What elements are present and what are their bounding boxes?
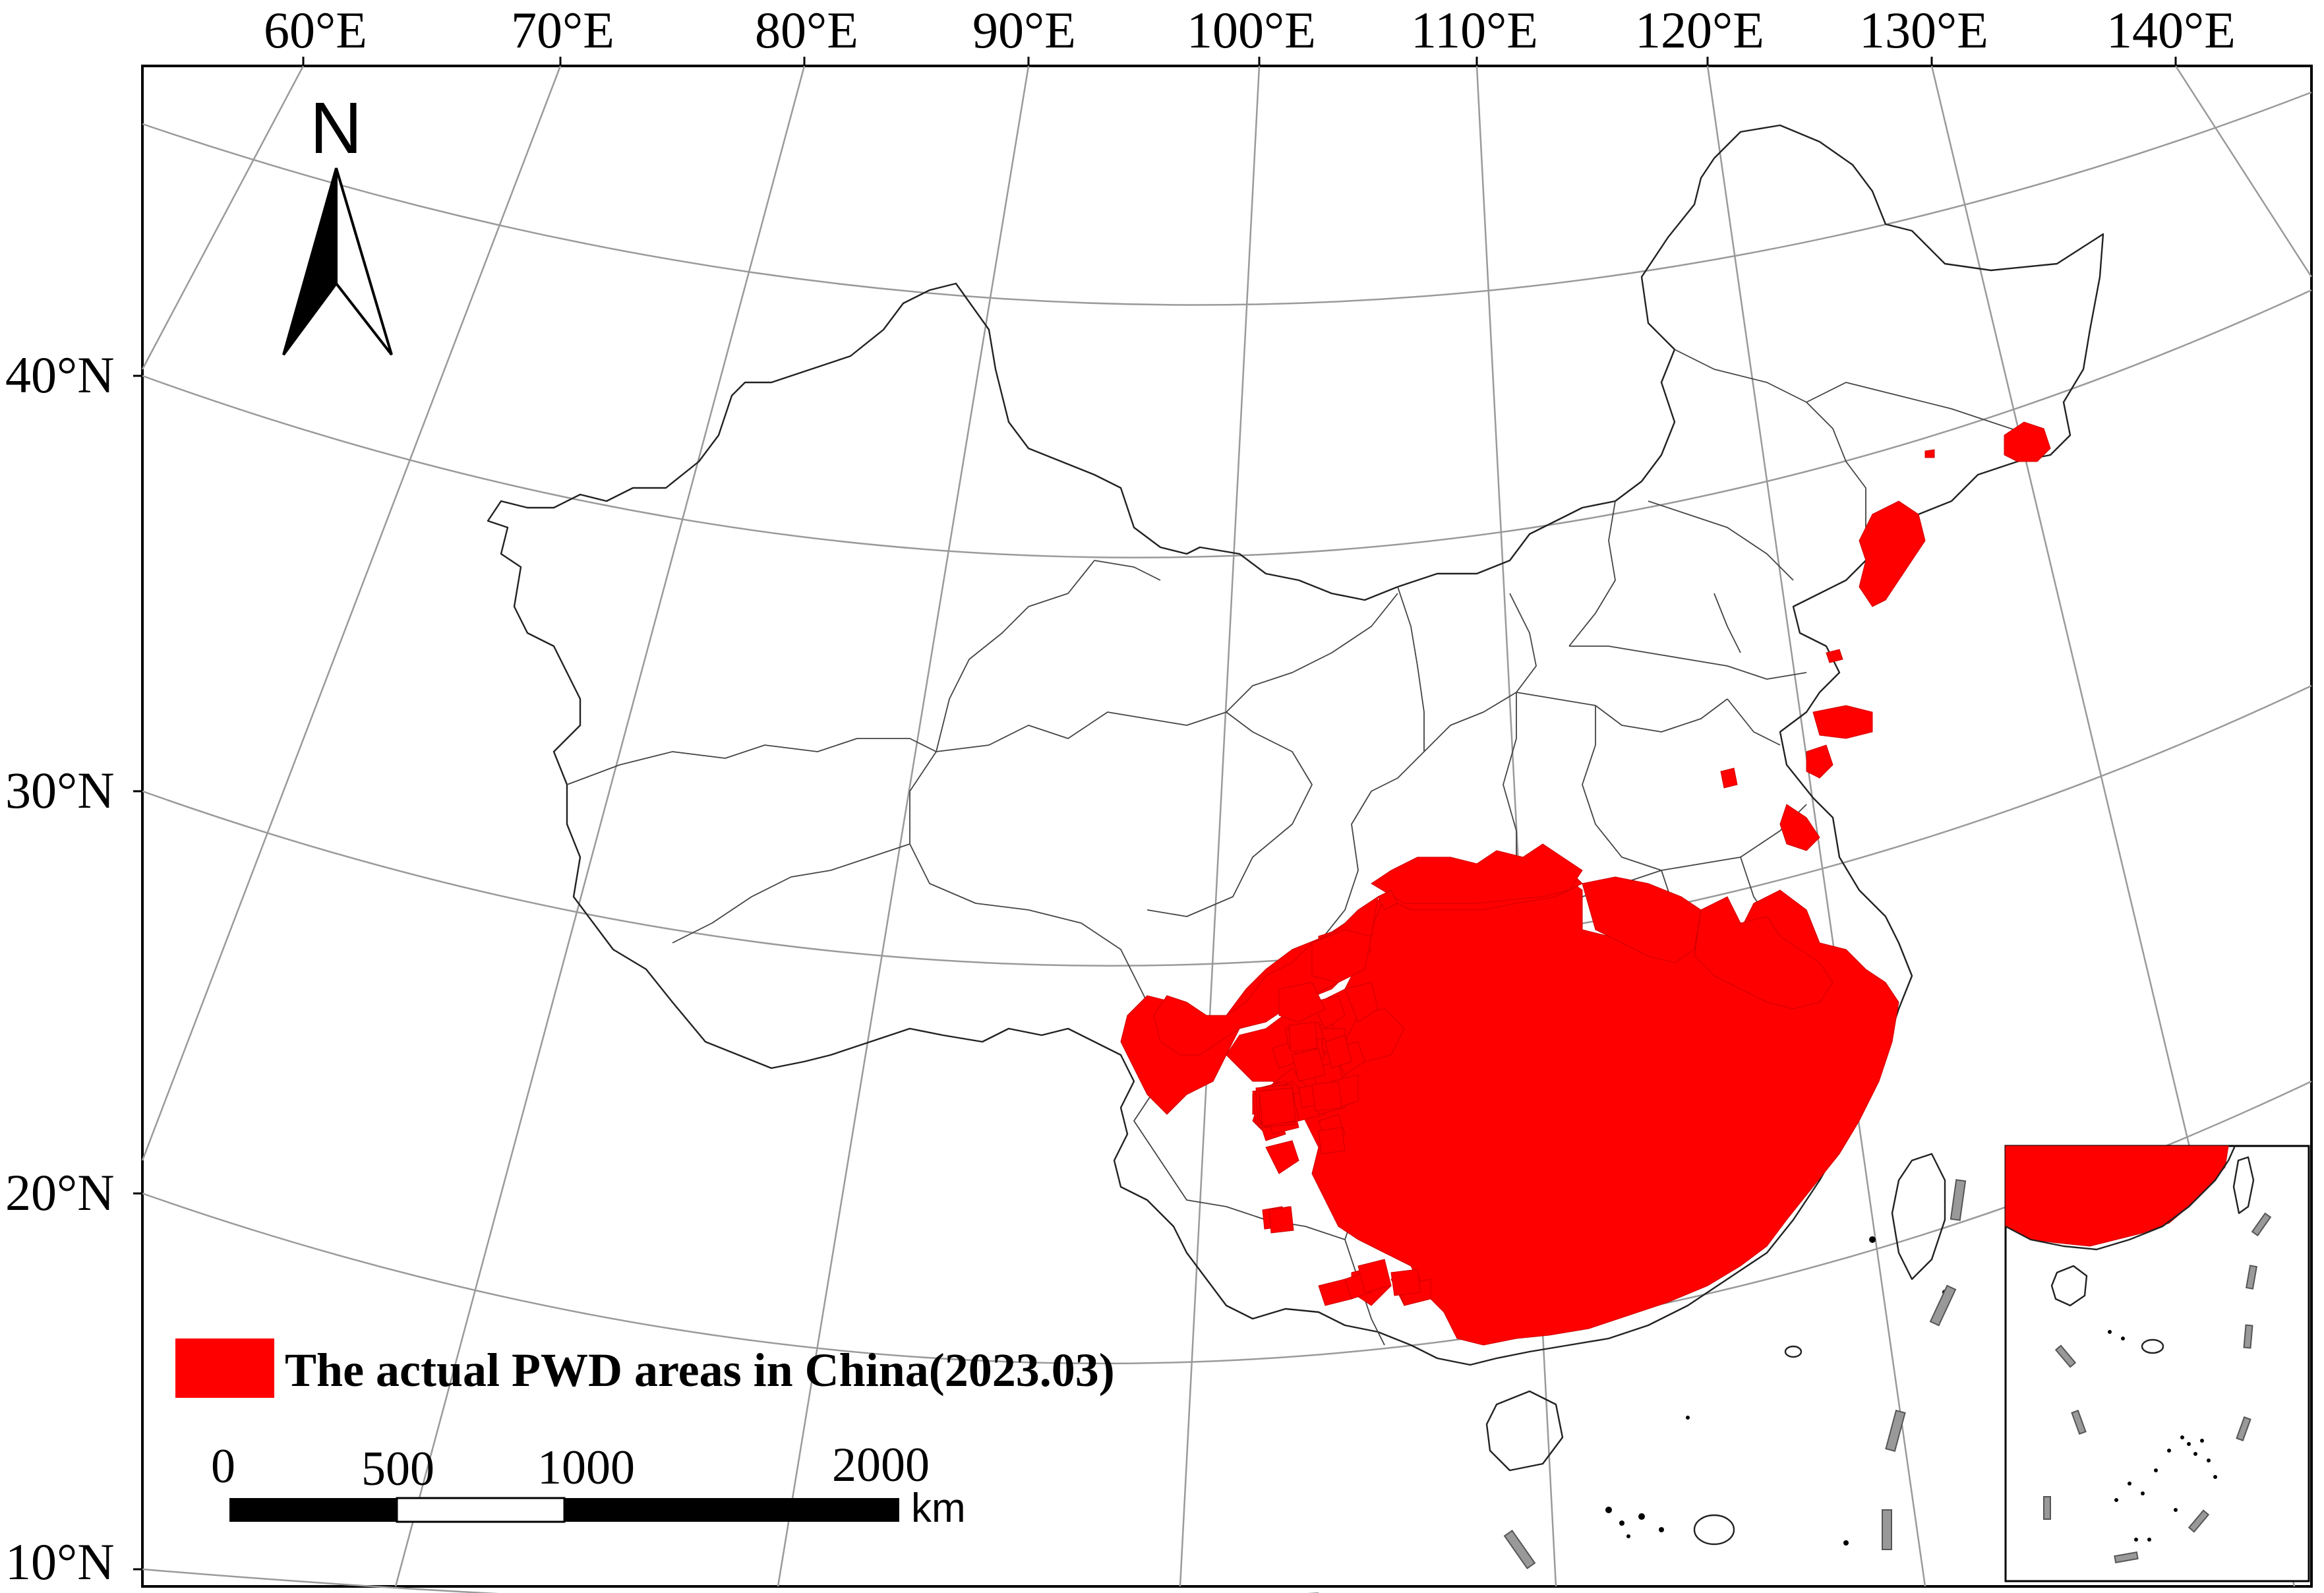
island-b (1784, 1345, 1803, 1358)
lon-label-110: 110°E (1411, 1, 1538, 59)
legend-swatch (175, 1338, 274, 1398)
legend: The actual PWD areas in China(2023.03) (175, 1338, 1115, 1398)
scale-tick-500: 500 (361, 1442, 434, 1496)
scale-tick-2000: 2000 (832, 1438, 930, 1492)
lon-label-120: 120°E (1635, 1, 1764, 59)
inset-island (2141, 1338, 2164, 1354)
pwd-henan-dot (1720, 767, 1738, 789)
lon-label-60: 60°E (264, 1, 367, 59)
north-arrow: N (282, 88, 393, 356)
pwd-gx-yn-border-2 (1390, 1269, 1421, 1296)
north-label: N (310, 88, 362, 169)
pwd-patch-sc-big-w2 (1344, 982, 1379, 1023)
lat-10-line (142, 1568, 1319, 1593)
lon-90-line (777, 65, 1030, 1587)
lon-140-line (2174, 65, 2313, 278)
latitude-labels: 40°N 30°N 20°N 10°N (5, 346, 115, 1590)
pwd-west-main-lobe (1311, 929, 1372, 983)
pwd-outlier-yunnan-w1 (1259, 1087, 1296, 1127)
pwd-gx-yn-border-1 (1357, 1259, 1392, 1293)
pwd-ne-liaoning (1859, 500, 1926, 607)
map-frame (141, 65, 2313, 1588)
hainan (1485, 1390, 1564, 1472)
scale-tick-1000: 1000 (537, 1441, 635, 1495)
lon-80-line (394, 65, 806, 1587)
lat-label-30: 30°N (5, 762, 115, 819)
pwd-jiangsu-n (1806, 744, 1833, 779)
lat-40-line (142, 289, 2312, 558)
pwd-region-east-upper (1371, 843, 1583, 904)
pwd-outlier-sichuan-w1 (1288, 1021, 1318, 1052)
lon-70-line (141, 65, 562, 1161)
scale-tick-0: 0 (211, 1439, 235, 1493)
pwd-ne-dot (1924, 449, 1935, 458)
legend-label: The actual PWD areas in China(2023.03) (285, 1344, 1115, 1397)
lon-100-line (1179, 65, 1261, 1587)
inset-islands (2108, 1330, 2217, 1542)
china-border (487, 124, 2104, 1366)
pwd-outlier-yunnan-w2 (1268, 1206, 1294, 1234)
inset-coast (2005, 1145, 2236, 1251)
lon-label-90: 90°E (972, 1, 1076, 59)
inset-map (2004, 1145, 2310, 1582)
lon-120-line (1706, 65, 1926, 1587)
longitude-labels: 60°E 70°E 80°E 90°E 100°E 110°E 120°E 13… (264, 1, 2236, 59)
scale-segment-3 (564, 1498, 899, 1522)
island-a (1693, 1514, 1735, 1546)
pwd-guizhou-north-ext (1278, 982, 1326, 1023)
lat-label-20: 20°N (5, 1164, 115, 1221)
lat-30-line (142, 684, 2312, 967)
scale-bar: 0 500 1000 2000 km (211, 1438, 966, 1531)
pwd-patch-west-edge-a (1325, 1035, 1352, 1069)
pwd-region-hubei-east (1582, 876, 1702, 963)
frame-ticks (133, 57, 2177, 1571)
inset-dash-line (2043, 1212, 2272, 1564)
pwd-region-anhui (1694, 896, 1833, 1009)
pwd-ne-liaoning-s (1826, 649, 1843, 663)
pwd-patch-w3 (1265, 1140, 1299, 1174)
scale-segment-1 (229, 1498, 397, 1522)
pwd-northeast (1720, 421, 2051, 851)
pwd-outlier-sichuan-w2 (1311, 1081, 1342, 1112)
pwd-shandong (1812, 705, 1873, 739)
lon-label-100: 100°E (1187, 1, 1316, 59)
pwd-ne-jilin (2004, 421, 2051, 462)
pwd-patch-sc-nw (1377, 889, 1398, 911)
pwd-outlier-guizhou-w1 (1318, 1127, 1346, 1155)
pwd-western-outliers (1259, 1021, 1346, 1234)
north-arrow-icon (282, 167, 393, 356)
inset-hainan (2050, 1265, 2088, 1307)
lon-label-80: 80°E (755, 1, 858, 59)
pwd-west-2000-1950 (1318, 1278, 1352, 1306)
lon-label-140: 140°E (2106, 1, 2236, 59)
nine-dash-line (1503, 1179, 1967, 1569)
lon-label-70: 70°E (511, 1, 614, 59)
lat-label-40: 40°N (5, 346, 115, 404)
pwd-jiangsu-s (1779, 804, 1820, 851)
lat-20-line (142, 1080, 2312, 1365)
lat-label-10: 10°N (5, 1533, 115, 1590)
scale-segment-2 (396, 1497, 566, 1523)
taiwan (1891, 1153, 1946, 1280)
scale-unit: km (911, 1486, 966, 1531)
lat-50-line (142, 91, 2312, 306)
pwd-sichuan-guizhou-1 (1292, 1048, 1326, 1082)
lon-label-130: 130°E (1859, 1, 1988, 59)
inset-taiwan (2232, 1156, 2255, 1215)
lon-60-line (141, 65, 305, 370)
